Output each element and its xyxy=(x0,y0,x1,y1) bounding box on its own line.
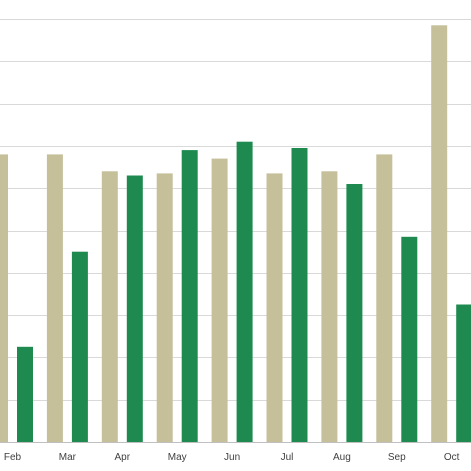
bar-sep-series-2 xyxy=(401,236,418,442)
bar-feb-series-1 xyxy=(0,154,8,442)
bar-feb-series-2 xyxy=(17,346,33,442)
bar-mar-series-2 xyxy=(71,251,88,442)
bar-jul-series-2 xyxy=(291,148,308,442)
bar-aug-series-2 xyxy=(346,184,363,442)
x-tick-label-mar: Mar xyxy=(59,452,77,463)
bar-oct-series-1 xyxy=(431,25,448,443)
bar-jun-series-2 xyxy=(236,141,253,442)
x-tick-label-sep: Sep xyxy=(388,452,406,463)
gridlines xyxy=(0,19,471,443)
bar-mar-series-1 xyxy=(46,154,63,442)
bar-may-series-1 xyxy=(156,173,173,442)
x-tick-label-jun: Jun xyxy=(224,452,240,463)
bar-aug-series-1 xyxy=(321,171,338,443)
bar-oct-series-2 xyxy=(456,304,471,442)
bars xyxy=(0,25,471,443)
bar-jul-series-1 xyxy=(266,173,283,442)
x-tick-labels: Feb Mar Apr May Jun Jul Aug Sep Oct xyxy=(4,452,460,463)
x-tick-label-apr: Apr xyxy=(115,452,131,463)
x-tick-label-jul: Jul xyxy=(281,452,294,463)
x-tick-label-feb: Feb xyxy=(4,452,22,463)
bar-sep-series-1 xyxy=(376,154,393,442)
bar-jun-series-1 xyxy=(211,158,228,442)
bar-may-series-2 xyxy=(181,150,198,442)
x-tick-label-oct: Oct xyxy=(444,452,460,463)
bar-apr-series-1 xyxy=(101,171,118,443)
bar-apr-series-2 xyxy=(126,175,143,442)
x-tick-label-may: May xyxy=(168,452,187,463)
x-tick-label-aug: Aug xyxy=(333,452,351,463)
